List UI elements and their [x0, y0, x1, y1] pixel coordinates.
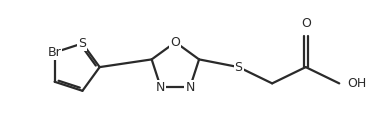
- Text: OH: OH: [347, 77, 366, 90]
- Text: O: O: [171, 36, 180, 49]
- Text: N: N: [185, 81, 195, 94]
- Text: S: S: [235, 61, 243, 74]
- Text: O: O: [301, 17, 311, 30]
- Text: S: S: [78, 37, 86, 50]
- Text: Br: Br: [48, 46, 61, 59]
- Text: N: N: [156, 81, 165, 94]
